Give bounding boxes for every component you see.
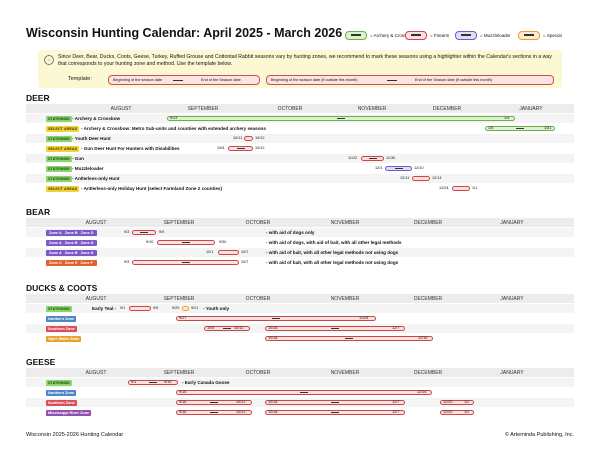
season-bar [265, 325, 405, 331]
bear-row-bait-cef: Zone C Zone E Zone F 9/3 10/7 - with aid o… [26, 258, 574, 267]
page-title: Wisconsin Hunting Calendar: April 2025 -… [26, 26, 343, 40]
footer-left: Wisconsin 2025-2026 Hunting Calendar [26, 432, 124, 438]
season-bar [244, 135, 253, 141]
season-bar [204, 325, 250, 331]
season-bar [485, 125, 555, 131]
deer-row-disabilities: SELECT AREAS - Gun Deer Hunt For Hunters… [46, 145, 265, 152]
geese-row-statewide: STATEWIDE 9/1 9/15 - Early Canada Goose [26, 378, 574, 387]
zone-tags: Zone C Zone E Zone F [46, 259, 97, 266]
season-bar [157, 239, 215, 245]
deer-row-antlerless: STATEWIDE - Antlerless-only Hunt 12/11 1… [26, 174, 574, 183]
deer-row-metro-archery: SELECT AREAS - Archery & Crossbow: Metro… [26, 124, 574, 133]
legend-firearm: = Firearm [405, 29, 449, 41]
ducks-row-open-water: Open Water Zone 10/18 12/16 [26, 334, 574, 343]
section-heading-geese: GEESE [26, 357, 56, 367]
season-bar [132, 229, 156, 235]
legend-archery: = Archery & Crossbow [345, 29, 415, 41]
month-header-deer: AUGUST SEPTEMBER OCTOBER NOVEMBER DECEMB… [26, 104, 574, 113]
season-bar [265, 409, 405, 415]
zone-tags: Zone A Zone B Zone D [46, 229, 98, 236]
section-heading-deer: DEER [26, 93, 50, 103]
season-bar [176, 409, 252, 415]
section-heading-ducks: DUCKS & COOTS [26, 283, 98, 293]
archery-swatch-icon [345, 30, 367, 40]
firearm-swatch-icon [405, 30, 427, 40]
ducks-row-southern: Southern Zone 10/4 10/12 10/18 12/7 [26, 324, 574, 333]
template-note: ☼ Since Deer, Bear, Ducks, Coots, Geese,… [38, 50, 562, 88]
footer-right: © Arteminda Publishing, Inc. [504, 432, 574, 438]
season-bar [218, 249, 239, 255]
season-bar [228, 145, 253, 151]
season-bar [265, 335, 433, 341]
season-bar [132, 259, 239, 265]
season-bar [176, 389, 432, 395]
geese-row-southern: Southern Zone 9/16 10/12 10/18 12/7 12/2… [26, 398, 574, 407]
season-bar [167, 115, 515, 121]
season-bar [440, 409, 474, 415]
zone-tags: Zone A Zone B Zone D [46, 239, 98, 246]
bear-row-bait-abd: Zone A Zone B Zone D 10/1 10/7 - with aid … [26, 248, 574, 257]
geese-row-mississippi: Mississippi River Zone 9/16 10/12 10/18 … [26, 408, 574, 417]
season-bar [265, 399, 405, 405]
deer-row-holiday: SELECT AREAS - Antlerless-only Holiday H… [46, 185, 478, 192]
deer-row-gun: STATEWIDE - Gun 11/22 11/30 [26, 154, 574, 163]
deer-row-archery: STATEWIDE - Archery & Crossbow 9/13 1/4 [26, 114, 574, 123]
season-bar [128, 379, 178, 385]
arrow-icon [387, 79, 397, 81]
month-header-ducks: AUGUST SEPTEMBER OCTOBER NOVEMBER DECEMB… [26, 294, 574, 303]
month-header-geese: AUGUST SEPTEMBER OCTOBER NOVEMBER DECEMB… [26, 368, 574, 377]
bear-row-dogs-bait: Zone A Zone B Zone D 9/10 9/30 - with aid … [26, 238, 574, 247]
season-bar [176, 315, 376, 321]
muzzle-swatch-icon [455, 30, 477, 40]
season-bar [385, 165, 412, 171]
season-bar [176, 399, 252, 405]
season-bar [361, 155, 384, 161]
template-pill-in-month: Beginning of the season date End of the … [108, 75, 260, 85]
section-heading-bear: BEAR [26, 207, 51, 217]
legend-muzzle: = Muzzleloader [455, 29, 511, 41]
season-bar [182, 305, 189, 311]
special-swatch-icon [518, 30, 540, 40]
zone-tags: Zone A Zone B Zone D [46, 249, 98, 256]
season-bar [129, 305, 151, 311]
ducks-row-statewide: STATEWIDE Early Teal - 9/1 9/9 9/20 9/21… [26, 304, 574, 313]
template-label: Template: [68, 76, 92, 82]
note-text: Since Deer, Bear, Ducks, Coots, Geese, T… [58, 54, 552, 67]
arrow-icon [173, 79, 183, 81]
lightbulb-icon: ☼ [44, 55, 54, 65]
bear-row-dogs-only: Zone A Zone B Zone D 9/3 9/9 - with aid of… [26, 228, 574, 237]
template-pill-outside-month: Beginning of the season date (if outside… [266, 75, 554, 85]
season-bar [440, 399, 474, 405]
legend-special: = Special [518, 29, 562, 41]
season-bar [452, 185, 470, 191]
deer-row-youth: STATEWIDE - Youth Deer Hunt 10/11 10/12 [26, 134, 574, 143]
deer-row-muzzleloader: STATEWIDE - Muzzleloader 12/1 12/10 [46, 165, 424, 172]
ducks-row-northern: Northern Zone 9/27 11/25 [26, 314, 574, 323]
month-header-bear: AUGUST SEPTEMBER OCTOBER NOVEMBER DECEMB… [26, 218, 574, 227]
geese-row-northern: Northern Zone 9/16 12/16 [26, 388, 574, 397]
season-bar [412, 175, 430, 181]
